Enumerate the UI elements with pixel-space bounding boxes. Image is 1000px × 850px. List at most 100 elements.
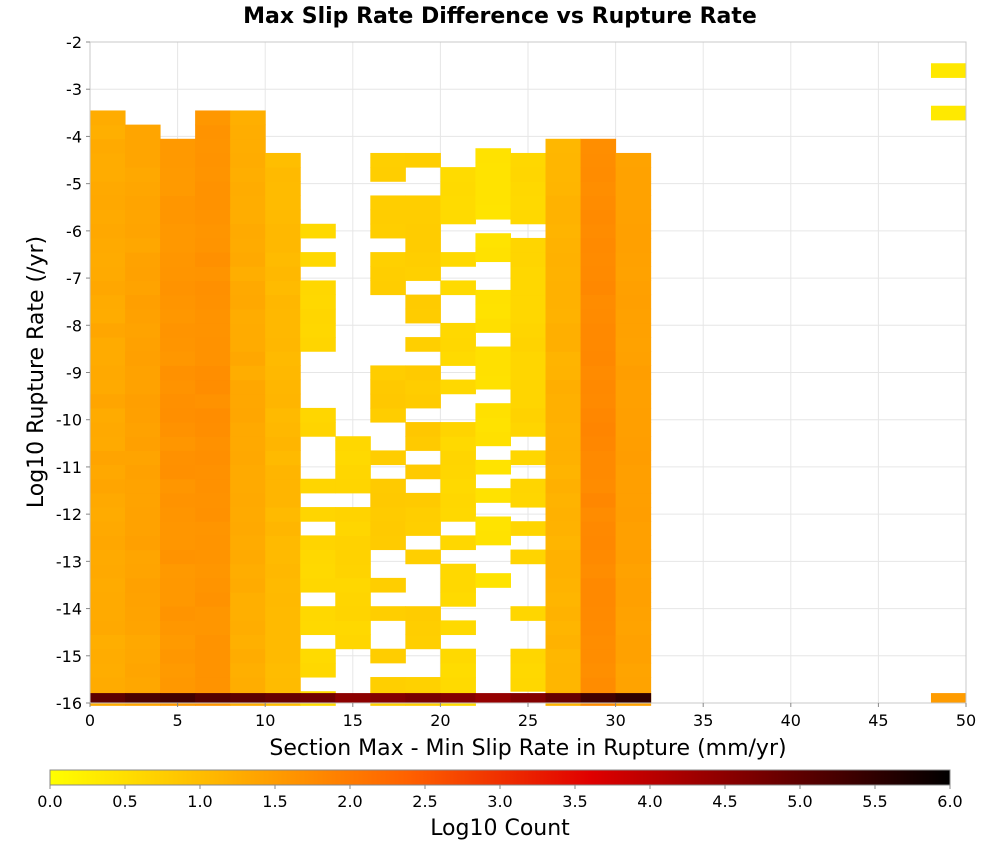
heatmap-cell-bottom: [370, 693, 406, 703]
colorbar-tick-label: 2.0: [337, 792, 362, 811]
heatmap-cell: [545, 138, 582, 154]
heatmap-cell: [335, 436, 371, 451]
heatmap-cell: [160, 223, 196, 239]
y-tick-label: -9: [66, 364, 82, 383]
heatmap-cell: [160, 407, 196, 423]
heatmap-cell: [265, 337, 301, 352]
y-axis-ticks: -2 -3 -4 -5 -6 -7 -8 -9 -10 -11 -12 -13 -14 -15 -16: [56, 33, 90, 713]
heatmap-cell: [370, 521, 406, 536]
heatmap-cell: [125, 266, 161, 281]
heatmap-cell: [160, 606, 196, 621]
heatmap-cell: [265, 677, 301, 692]
heatmap-cell: [195, 677, 231, 692]
heatmap-cell: [265, 549, 301, 565]
heatmap-cell: [265, 351, 301, 366]
heatmap-cells: [90, 63, 967, 706]
heatmap-cell: [615, 181, 652, 196]
colorbar-tick-label: 4.5: [712, 792, 737, 811]
heatmap-cell: [545, 237, 582, 253]
heatmap-cell: [195, 223, 231, 239]
heatmap-cell: [265, 464, 301, 480]
heatmap-cell: [125, 521, 161, 536]
heatmap-cell: [300, 308, 336, 324]
heatmap-cell: [335, 478, 371, 494]
y-tick-label: -11: [56, 458, 82, 477]
heatmap-cell: [125, 237, 161, 253]
heatmap-cell: [545, 563, 582, 579]
heatmap-cell: [580, 606, 617, 621]
heatmap-cell: [160, 634, 196, 650]
heatmap-cell: [265, 407, 301, 423]
heatmap-cell: [90, 549, 126, 565]
heatmap-cell: [265, 521, 301, 536]
heatmap-cell: [615, 266, 652, 281]
heatmap-cell: [475, 374, 511, 390]
heatmap-cell: [125, 167, 161, 182]
heatmap-cell: [90, 662, 126, 678]
heatmap-cell: [160, 450, 196, 466]
heatmap-cell: [125, 492, 161, 508]
heatmap-cell: [440, 181, 476, 196]
heatmap-cell: [230, 110, 266, 126]
heatmap-cell: [615, 507, 652, 522]
x-tick-label: 5: [173, 711, 183, 730]
heatmap-cell: [125, 294, 161, 310]
heatmap-cell: [90, 422, 126, 437]
heatmap-cell-bottom: [300, 693, 336, 703]
heatmap-cell: [125, 648, 161, 664]
heatmap-cell: [475, 233, 511, 248]
heatmap-cell: [615, 634, 652, 650]
heatmap-cell: [160, 535, 196, 551]
heatmap-cell: [265, 634, 301, 650]
plot-area: [89, 41, 967, 706]
heatmap-cell: [615, 592, 652, 607]
heatmap-cell: [125, 393, 161, 409]
heatmap-cell: [510, 308, 547, 324]
heatmap-cell: [195, 337, 231, 352]
heatmap-cell: [300, 563, 336, 579]
heatmap-cell: [125, 195, 161, 211]
heatmap-cell: [125, 337, 161, 352]
x-tick-label: 20: [430, 711, 450, 730]
heatmap-cell: [90, 379, 126, 395]
heatmap-cell-bottom: [545, 693, 582, 703]
heatmap-cell: [160, 662, 196, 678]
heatmap-cell: [580, 308, 617, 324]
heatmap-cell: [195, 237, 231, 253]
heatmap-cell: [195, 634, 231, 650]
heatmap-cell: [230, 507, 266, 522]
heatmap-cell: [90, 521, 126, 536]
heatmap-cell: [545, 549, 582, 565]
heatmap-cell: [160, 209, 196, 225]
heatmap-cell: [125, 308, 161, 324]
heatmap-cell-bottom: [405, 693, 441, 703]
heatmap-cell: [230, 634, 266, 650]
heatmap-cell: [440, 535, 476, 551]
heatmap-cell: [300, 507, 336, 522]
heatmap-cell: [125, 464, 161, 480]
heatmap-cell: [300, 407, 336, 423]
heatmap-cell: [90, 606, 126, 621]
colorbar-tick-label: 0.5: [112, 792, 137, 811]
heatmap-cell: [405, 549, 441, 565]
heatmap-cell: [510, 521, 547, 536]
heatmap-cell: [475, 573, 511, 588]
heatmap-cell: [230, 223, 266, 239]
heatmap-cell: [195, 322, 231, 338]
heatmap-cell: [300, 606, 336, 621]
heatmap-cell: [195, 422, 231, 437]
heatmap-cell: [90, 294, 126, 310]
heatmap-cell: [90, 577, 126, 593]
heatmap-cell: [370, 252, 406, 267]
heatmap-cell: [160, 195, 196, 211]
heatmap-cell: [510, 422, 547, 437]
heatmap-cell: [160, 181, 196, 196]
heatmap-cell: [160, 620, 196, 636]
heatmap-cell: [580, 464, 617, 480]
heatmap-cell: [545, 393, 582, 409]
heatmap-cell: [475, 360, 511, 376]
heatmap-cell: [90, 365, 126, 381]
heatmap-cell: [615, 308, 652, 324]
colorbar-tick-label: 4.0: [637, 792, 662, 811]
heatmap-cell: [545, 280, 582, 296]
